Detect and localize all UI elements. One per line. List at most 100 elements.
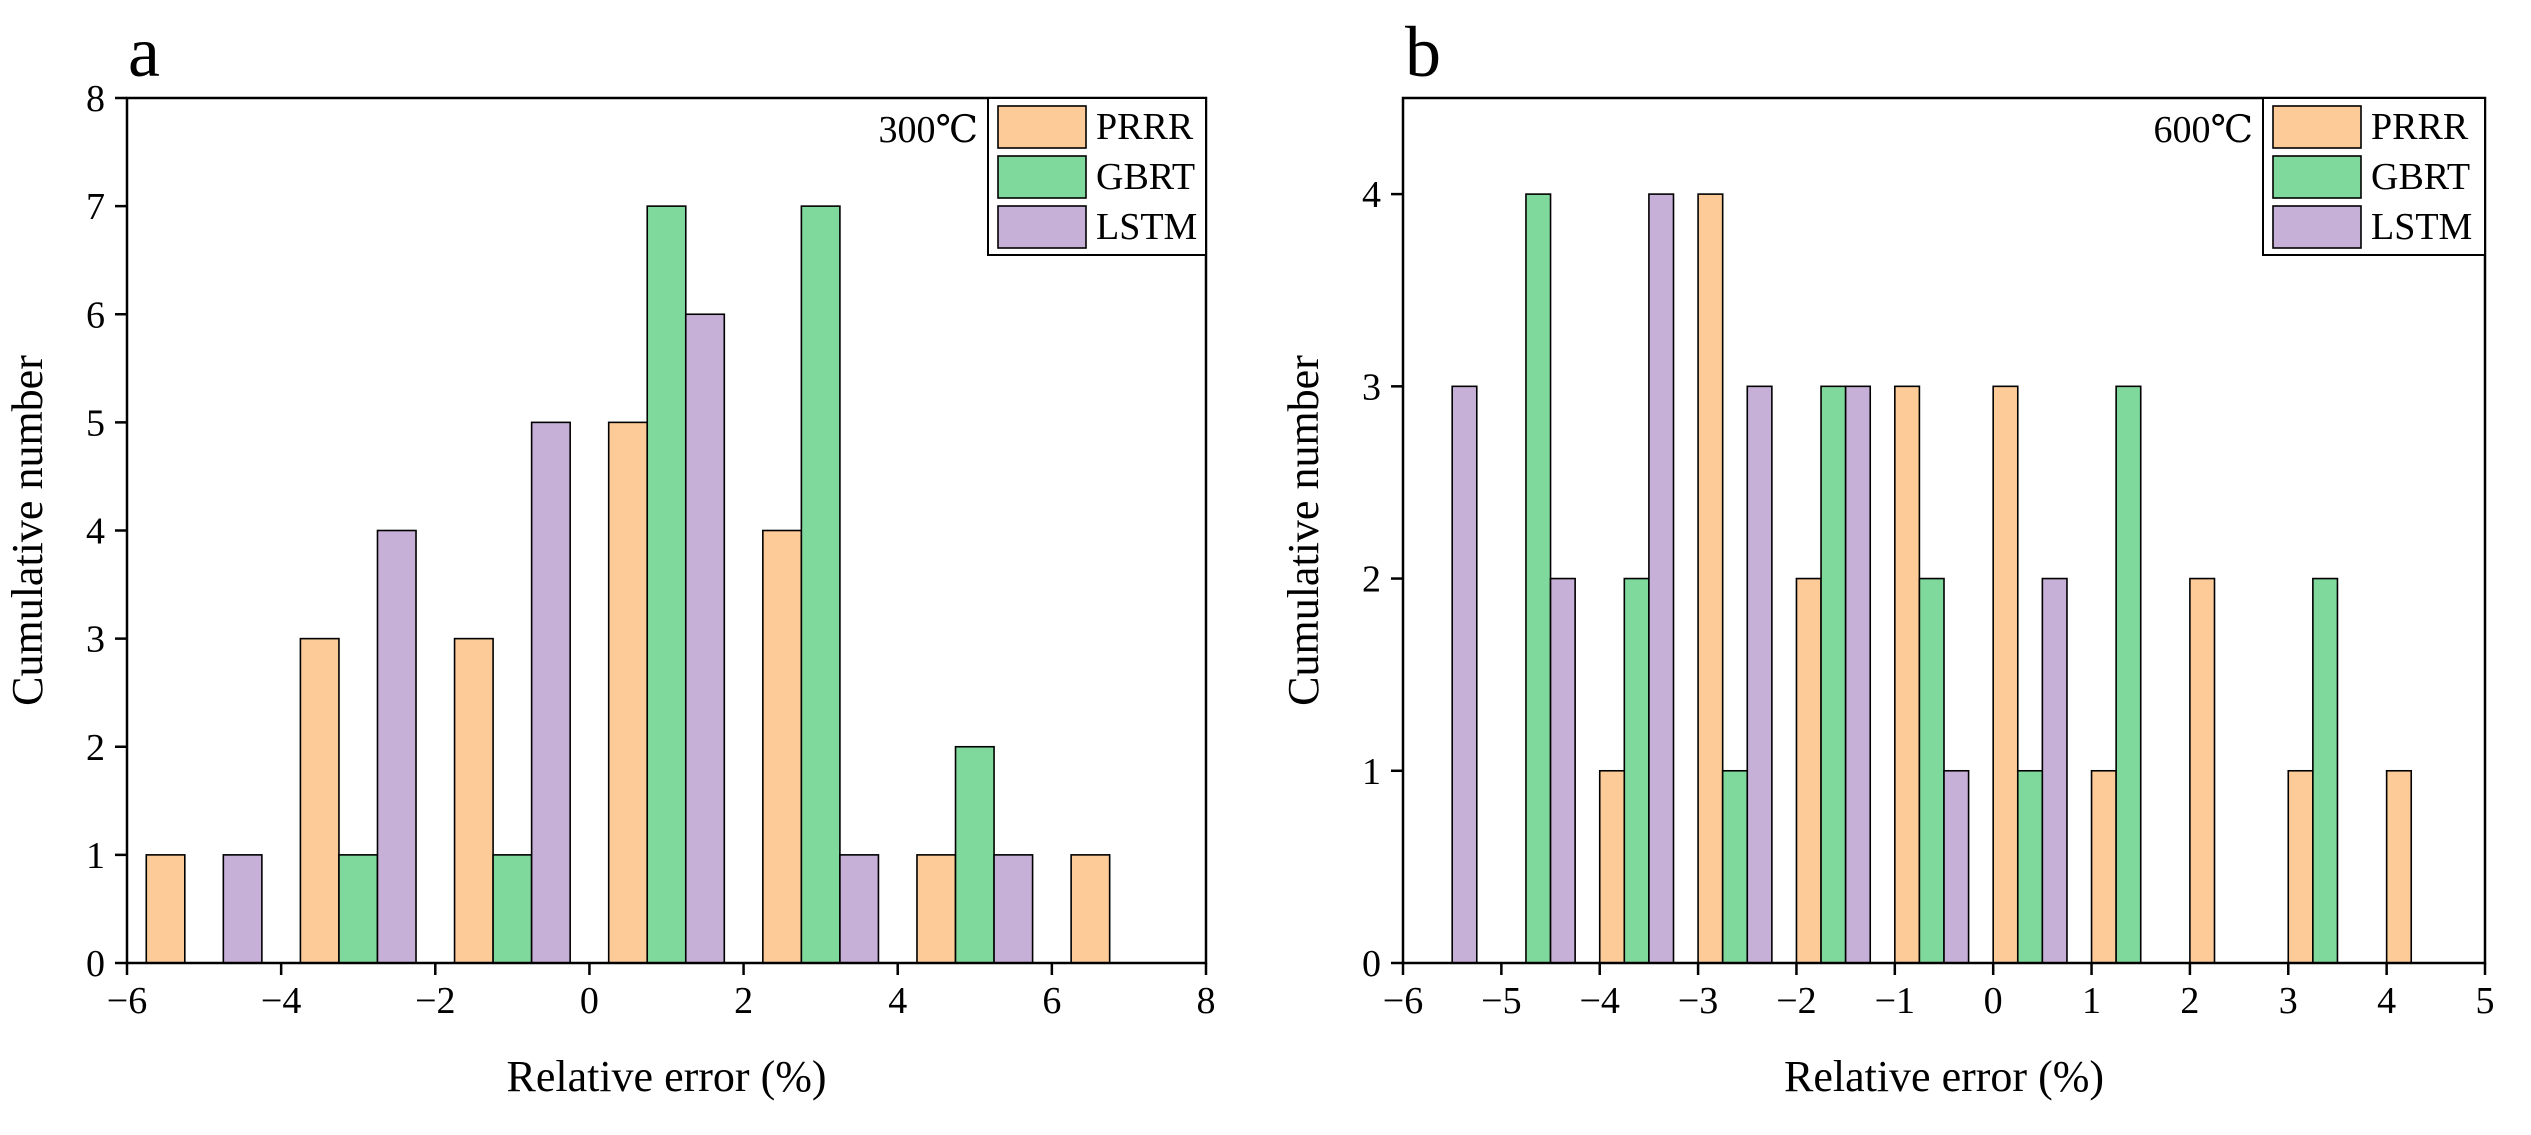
panel-b-bar-prrr [1992,385,2019,964]
panel-a-y-tick-label: 7 [86,186,105,228]
panel-b-bar-prrr [2189,577,2216,964]
panel-b-bar-gbrt [2115,385,2142,964]
panel-b-bar-lstm [2041,577,2068,964]
panel-b-bar-gbrt [2016,769,2044,964]
panel-a-legend-swatch-prrr [997,105,1087,149]
panel-a-legend-label-gbrt: GBRT [1096,156,1195,198]
panel-a-x-tick-label: 6 [1042,980,1061,1022]
panel-b-y-tick-label: 3 [1362,366,1381,408]
panel-a-letter: a [128,12,160,92]
panel-b-x-tick-label: 1 [2082,980,2101,1022]
panel-b-y-tick-label: 1 [1362,751,1381,793]
panel-b-bar-lstm [1844,385,1872,964]
panel-a-bar-gbrt [800,205,841,964]
panel-b-plot-frame [1401,96,2487,965]
panel-a-x-tick-label: 8 [1197,980,1216,1022]
panel-a-bar-gbrt [646,205,687,964]
panel-b-y-tick-label: 4 [1362,174,1381,216]
panel-a-legend-swatch-gbrt [997,155,1087,199]
panel-b-bar-lstm [1648,193,1675,964]
panel-b-bar-gbrt [2312,577,2339,964]
panel-a-legend-label-lstm: LSTM [1096,206,1197,248]
panel-b-bar-prrr [2385,769,2413,964]
panel-b-bar-prrr [1598,769,1626,964]
panel-b-temperature: 600℃ [2153,109,2253,151]
panel-b-bar-gbrt [1820,385,1847,964]
panel-b-bar-prrr [1697,193,1724,964]
panel-b-x-tick-label: −3 [1678,980,1718,1022]
panel-a-bar-lstm [839,854,880,964]
panel-a-bar-lstm [684,313,726,964]
panel-a-bar-lstm [222,854,263,964]
panel-a-bar-prrr [299,637,340,964]
panel-a-bar-prrr [607,421,649,964]
panel-a-ticks: −6 −4 −2 0 2 4 6 8 0 1 2 3 4 5 6 7 8 [86,78,1216,1022]
panel-a-bar-prrr [1070,854,1111,964]
panel-a-bar-lstm [530,421,571,964]
panel-b-bar-lstm [1943,769,1970,964]
panel-b-x-tick-label: −4 [1580,980,1620,1022]
panel-a-y-tick-label: 2 [86,727,105,769]
panel-a-x-tick-label: 2 [734,980,753,1022]
panel-a-bar-gbrt [954,745,995,964]
panel-a-y-tick-label: 8 [86,78,105,120]
panel-a-legend: PRRR GBRT LSTM [987,97,1207,256]
panel-b-x-tick-label: 4 [2377,980,2396,1022]
panel-a-bars [145,205,1111,964]
panel-b-bar-gbrt [1525,193,1552,964]
panel-b-bar-lstm [1451,385,1478,964]
panel-a-x-tick-label: −6 [107,980,147,1022]
panel-a-x-axis-label: Relative error (%) [506,1052,826,1101]
panel-b-x-tick-label: −1 [1875,980,1915,1022]
panel-a-bar-prrr [762,529,803,964]
panel-b-y-axis-label: Cumulative number [1279,355,1328,706]
panel-a-x-tick-label: −4 [261,980,301,1022]
panel-b-legend-swatch-gbrt [2272,155,2362,199]
panel-b-bar-prrr [2287,769,2314,964]
panel-b-letter: b [1405,12,1441,92]
panel-a-y-tick-label: 3 [86,619,105,661]
panel-a-bar-lstm [376,529,417,964]
panel-b-bar-gbrt [1721,769,1749,964]
panel-a-temperature: 300℃ [878,109,978,151]
panel-a-y-tick-label: 1 [86,835,105,877]
panel-b-x-tick-label: −2 [1776,980,1816,1022]
panel-a-legend-label-prrr: PRRR [1096,106,1194,148]
panel-b-legend-label-gbrt: GBRT [2371,156,2470,198]
panel-a-bar-prrr [453,637,494,964]
panel-b-x-tick-label: 3 [2279,980,2298,1022]
panel-b-bars [1451,193,2413,964]
panel-b-legend: PRRR GBRT LSTM [2262,97,2486,256]
panel-a-bar-lstm [993,854,1034,964]
panel-b-x-tick-label: −6 [1383,980,1423,1022]
panel-a-y-tick-label: 0 [86,943,105,985]
chart-panel-b: b −6 −5 −4 −3 −2 −1 0 1 2 3 4 5 0 1 2 3 4 600℃ PRRR GBRT L… [1279,12,2495,1101]
panel-b-legend-label-lstm: LSTM [2371,206,2472,248]
panel-a-bar-prrr [916,854,957,964]
panel-b-x-tick-label: 5 [2476,980,2495,1022]
panel-b-bar-gbrt [1918,577,1945,964]
panel-b-bar-prrr [1795,577,1822,964]
panel-a-x-tick-label: 4 [888,980,907,1022]
panel-b-legend-swatch-lstm [2272,205,2362,249]
panel-a-y-axis-label: Cumulative number [3,355,52,706]
panel-b-y-tick-label: 2 [1362,559,1381,601]
panel-a-legend-swatch-lstm [997,205,1087,249]
panel-a-x-tick-label: 0 [580,980,599,1022]
panel-a-bar-gbrt [492,854,533,964]
panel-a-x-tick-label: −2 [415,980,455,1022]
panel-a-y-tick-label: 5 [86,402,105,444]
panel-b-y-tick-label: 0 [1362,943,1381,985]
panel-b-ticks: −6 −5 −4 −3 −2 −1 0 1 2 3 4 5 0 1 2 3 4 [1362,174,2495,1022]
panel-b-bar-lstm [1549,577,1576,964]
panel-b-bar-gbrt [1623,577,1650,964]
panel-b-legend-label-prrr: PRRR [2371,106,2469,148]
panel-b-bar-lstm [1746,385,1773,964]
panel-a-bar-gbrt [338,854,379,964]
chart-panel-a: a −6 −4 −2 0 2 4 6 8 0 1 2 3 4 5 6 7 8 300℃ PRRR GBRT LSTM… [3,12,1216,1101]
panel-b-x-tick-label: 0 [1984,980,2003,1022]
panel-b-x-tick-label: −5 [1481,980,1521,1022]
panel-b-x-axis-label: Relative error (%) [1784,1052,2104,1101]
panel-a-y-tick-label: 6 [86,294,105,336]
